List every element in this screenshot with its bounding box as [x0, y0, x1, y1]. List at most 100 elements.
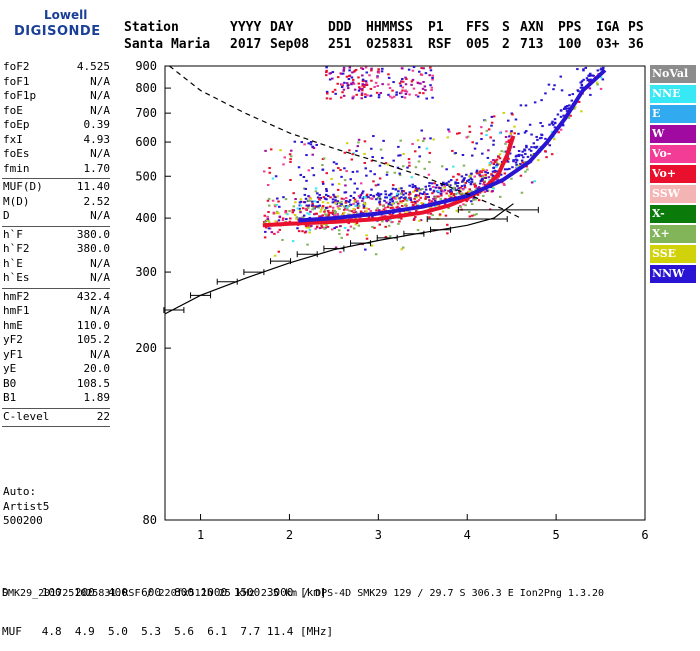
legend-item-nne: NNE: [650, 85, 696, 103]
echo-point: [482, 194, 485, 197]
echo-point: [507, 141, 511, 144]
echo-point: [344, 207, 347, 210]
param-row: foF1 N/A: [2, 75, 110, 90]
echo-point: [363, 83, 367, 86]
echo-point: [382, 208, 386, 211]
echo-point: [346, 206, 349, 209]
echo-point: [327, 211, 331, 214]
echo-point: [377, 192, 380, 195]
echo-point: [312, 174, 316, 177]
echo-point: [263, 214, 267, 217]
echo-point: [365, 193, 369, 196]
echo-point: [376, 84, 380, 87]
echo-point: [404, 76, 407, 79]
echo-point: [388, 218, 392, 221]
echo-point: [428, 201, 432, 204]
echo-point: [544, 150, 547, 153]
echo-point: [425, 147, 429, 150]
echo-point: [351, 170, 355, 173]
echo-point: [382, 205, 385, 208]
echo-point: [589, 72, 592, 75]
echo-point: [419, 196, 422, 199]
echo-point: [399, 192, 403, 195]
echo-point: [529, 149, 533, 152]
echo-point: [284, 210, 288, 213]
echo-point: [378, 200, 382, 203]
echo-point: [327, 195, 330, 198]
echo-point: [536, 138, 539, 141]
echo-point: [449, 188, 452, 191]
echo-point: [540, 99, 543, 102]
echo-point: [422, 92, 425, 95]
echo-point: [271, 199, 275, 202]
echo-point: [483, 181, 486, 184]
echo-point: [449, 196, 453, 199]
echo-point: [468, 125, 471, 128]
echo-point: [343, 191, 347, 194]
echo-point: [525, 146, 528, 149]
echo-point: [317, 206, 320, 209]
echo-point: [311, 153, 314, 156]
legend-item-x: X-: [650, 205, 696, 223]
echo-point: [365, 71, 369, 74]
echo-point: [351, 78, 355, 81]
echo-point: [307, 169, 311, 172]
echo-point: [571, 93, 575, 96]
echo-point: [336, 212, 339, 215]
echo-point: [336, 82, 339, 85]
echo-point: [454, 152, 457, 155]
echo-point: [399, 91, 403, 94]
echo-point: [320, 224, 323, 227]
echo-point: [574, 106, 577, 109]
echo-point: [371, 225, 374, 228]
echo-point: [379, 148, 383, 151]
echo-point: [349, 178, 352, 181]
echo-point: [276, 231, 280, 234]
echo-point: [533, 180, 536, 183]
param-name: yF2: [3, 333, 23, 346]
echo-point: [361, 78, 365, 81]
echo-point: [480, 138, 483, 141]
echo-point: [580, 83, 584, 86]
param-value: 108.5: [76, 376, 110, 390]
echo-point: [506, 168, 509, 171]
echo-point: [402, 190, 405, 193]
echo-point: [514, 158, 518, 161]
echo-point: [428, 74, 431, 77]
echo-point: [419, 82, 422, 85]
parameter-panel: foF2 4.525 foF1 N/A foF1p N/A foE N/A foEp 0.39 fx…: [2, 60, 110, 428]
y-tick-label: 900: [135, 59, 157, 73]
echo-point: [473, 183, 476, 186]
echo-point: [417, 82, 420, 85]
auto-scaling-info: Auto: Artist5 500200: [3, 485, 49, 529]
echo-point: [349, 203, 353, 206]
echo-point: [408, 184, 411, 187]
echo-point: [410, 176, 414, 179]
param-value: 110.0: [76, 318, 110, 332]
echo-point: [463, 184, 466, 187]
param-divider: [2, 178, 110, 179]
echo-point: [337, 207, 340, 210]
echo-point: [411, 69, 415, 72]
param-name: fmin: [3, 161, 30, 175]
echo-point: [460, 175, 464, 178]
echo-point: [444, 214, 448, 217]
echo-point: [436, 195, 440, 198]
echo-point: [320, 208, 323, 211]
echo-point: [307, 195, 310, 198]
echo-point: [325, 66, 328, 69]
echo-point: [354, 217, 357, 220]
auto-line: 500200: [3, 514, 43, 527]
echo-point: [352, 227, 356, 230]
echo-point: [387, 203, 391, 206]
echo-point: [336, 188, 340, 191]
param-value: N/A: [90, 304, 110, 317]
echo-point: [493, 169, 497, 172]
echo-point: [371, 215, 374, 218]
echo-point: [376, 75, 379, 78]
echo-point: [588, 79, 591, 82]
echo-point: [484, 176, 488, 179]
echo-point: [318, 204, 321, 207]
echo-point: [267, 211, 270, 214]
echo-point: [357, 138, 361, 141]
